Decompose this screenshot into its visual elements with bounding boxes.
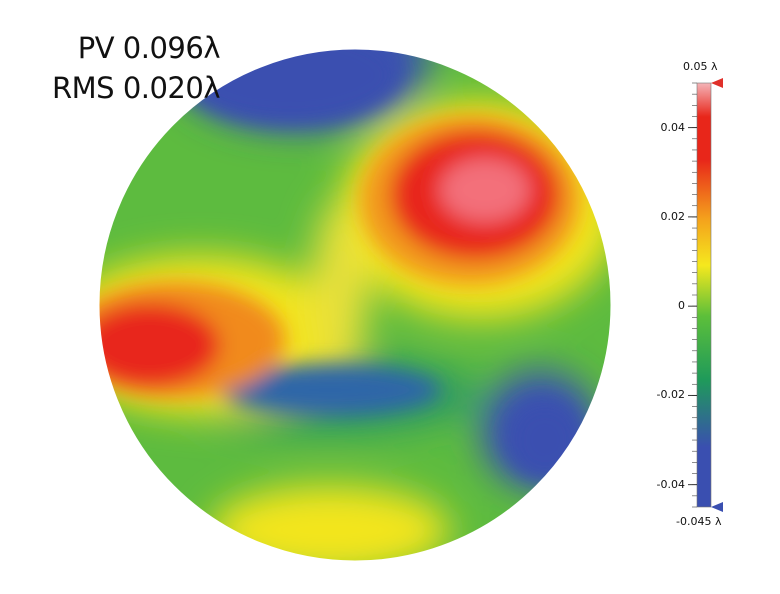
max-marker-icon[interactable]: [711, 78, 723, 88]
colorbar-tick-label: 0.02: [660, 209, 686, 223]
colorbar-minor-ticks: [688, 82, 697, 508]
colorbar-min-label: -0.045 λ: [676, 515, 722, 528]
min-marker-icon[interactable]: [711, 502, 723, 512]
colorbar-tick-label: -0.04: [656, 477, 685, 491]
statistics-panel: PV 0.096λ RMS 0.020λ: [40, 28, 220, 108]
colorbar-gradient: [697, 83, 711, 507]
colorbar: [688, 78, 723, 512]
colorbar-tick-label: -0.02: [656, 388, 685, 402]
colorbar-tick-label: 0: [678, 299, 685, 313]
colorbar-tick-label: 0.04: [660, 120, 686, 134]
wavefront-disk: [99, 49, 611, 561]
pv-value: PV 0.096λ: [77, 31, 221, 65]
rms-value: RMS 0.020λ: [52, 71, 220, 105]
colorbar-max-label: 0.05 λ: [683, 60, 718, 73]
